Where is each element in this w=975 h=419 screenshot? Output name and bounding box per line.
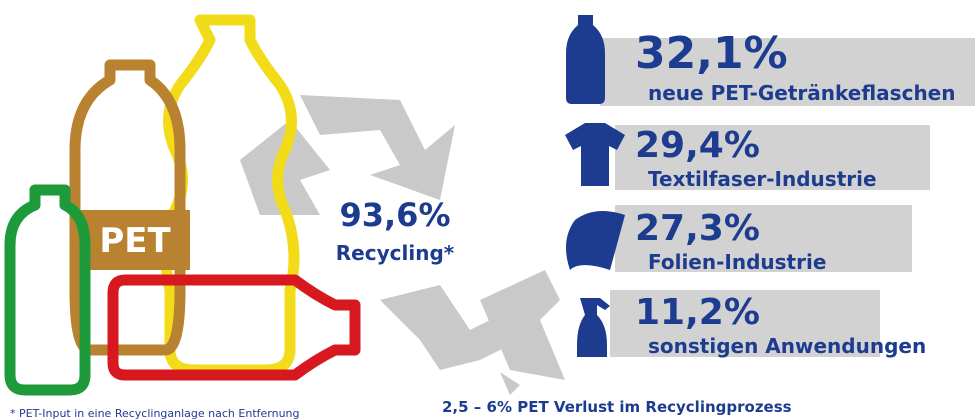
item-label: Textilfaser-Industrie xyxy=(648,167,877,191)
item-label: Folien-Industrie xyxy=(648,250,826,274)
bottle-label: PET xyxy=(99,221,171,261)
recycling-label: Recycling* xyxy=(336,241,455,265)
infographic: PET 93,6% Recycling* 32,1% neue PET-Getr… xyxy=(0,0,975,419)
item-value: 32,1% xyxy=(635,28,788,79)
item-value: 27,3% xyxy=(635,208,760,249)
item-label: sonstigen Anwendungen xyxy=(648,334,926,358)
item-value: 11,2% xyxy=(635,292,760,333)
footnote: * PET-Input in eine Recyclinganlage nach… xyxy=(10,407,300,419)
loss-note: 2,5 – 6% PET Verlust im Recyclingprozess xyxy=(442,398,792,416)
recycling-value: 93,6% xyxy=(339,196,450,234)
item-value: 29,4% xyxy=(635,125,760,166)
page: PET 93,6% Recycling* 32,1% neue PET-Getr… xyxy=(0,0,975,419)
item-label: neue PET-Getränkeflaschen xyxy=(648,81,955,105)
